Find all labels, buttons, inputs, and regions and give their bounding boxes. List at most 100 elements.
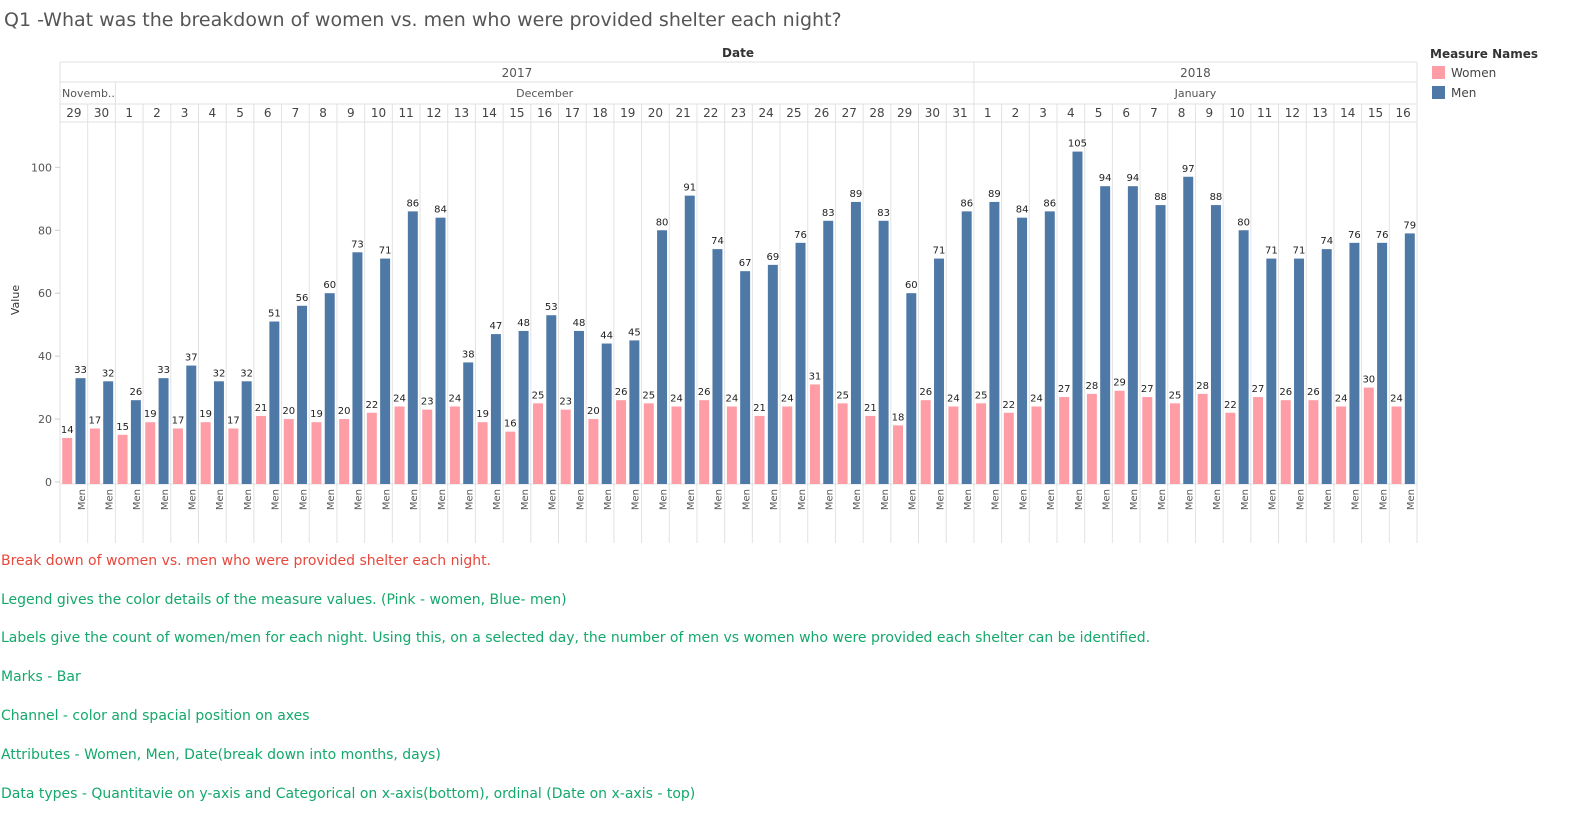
- data-label: 86: [406, 198, 419, 209]
- data-label: 97: [1182, 164, 1195, 175]
- bar-women: [1003, 412, 1014, 484]
- bar-women: [1308, 400, 1319, 484]
- day-label: 13: [454, 106, 469, 120]
- bottom-axis-label: Men: [437, 489, 448, 510]
- bar-women: [782, 406, 793, 484]
- day-label: 4: [208, 106, 216, 120]
- bar-men: [1017, 217, 1028, 484]
- bar-women: [726, 406, 737, 484]
- data-label: 32: [213, 368, 226, 379]
- bottom-axis-label: Men: [132, 489, 143, 510]
- day-label: 5: [236, 106, 244, 120]
- bottom-axis-label: Men: [188, 489, 199, 510]
- data-label: 30: [1362, 375, 1375, 386]
- bottom-axis-label: Men: [409, 489, 420, 510]
- data-label: 83: [822, 208, 835, 219]
- bar-women: [1169, 403, 1180, 484]
- bar-men: [1321, 249, 1332, 484]
- data-label: 23: [421, 397, 434, 408]
- note-line: Attributes - Women, Men, Date(break down…: [1, 747, 441, 763]
- bottom-axis-label: Men: [298, 489, 309, 510]
- data-label: 67: [739, 258, 752, 269]
- data-label: 26: [615, 387, 628, 398]
- bottom-axis-label: Men: [603, 489, 614, 510]
- data-label: 22: [1002, 400, 1015, 411]
- y-tick-label: 60: [38, 287, 52, 300]
- data-label: 83: [877, 208, 890, 219]
- bar-men: [712, 249, 723, 484]
- data-label: 74: [1320, 236, 1333, 247]
- bar-men: [961, 211, 972, 484]
- bottom-axis-label: Men: [160, 489, 171, 510]
- legend-label: Women: [1451, 66, 1496, 80]
- bar-men: [463, 362, 474, 484]
- data-label: 88: [1210, 192, 1223, 203]
- day-label: 8: [1178, 106, 1186, 120]
- data-labels: 14 17 15 19 17 19 17 21 20 19 20 22 24 23 24 19 16 25 23 20…: [61, 139, 1416, 436]
- bar-women: [283, 419, 294, 484]
- data-label: 24: [449, 393, 462, 404]
- data-label: 51: [268, 309, 281, 320]
- data-label: 24: [670, 393, 683, 404]
- note-line: Channel - color and spacial position on …: [1, 708, 310, 724]
- data-label: 24: [1390, 393, 1403, 404]
- day-label: 16: [537, 106, 552, 120]
- day-label: 6: [1122, 106, 1130, 120]
- bar-men: [407, 211, 418, 484]
- month-label: January: [1174, 87, 1217, 100]
- data-label: 25: [532, 390, 545, 401]
- bar-men: [934, 258, 944, 484]
- bottom-axis-label: Men: [243, 489, 254, 510]
- day-label: 31: [952, 106, 967, 120]
- data-label: 37: [185, 353, 198, 364]
- bar-women: [837, 403, 848, 484]
- day-label: 16: [1396, 106, 1411, 120]
- bottom-axis-label: Men: [1406, 489, 1417, 510]
- data-label: 76: [794, 230, 807, 241]
- data-label: 15: [116, 422, 129, 433]
- bar-women: [976, 403, 987, 484]
- bottom-axis-label: Men: [464, 489, 475, 510]
- bottom-axis-label: Men: [1351, 489, 1362, 510]
- bar-women: [200, 422, 211, 484]
- bar-men: [158, 378, 169, 484]
- data-label: 26: [919, 387, 932, 398]
- data-label: 60: [905, 280, 918, 291]
- bar-men: [75, 378, 86, 484]
- data-label: 73: [351, 239, 364, 250]
- bar-men: [1404, 233, 1415, 484]
- data-label: 105: [1068, 139, 1087, 150]
- bottom-axis-label: Men: [1046, 489, 1057, 510]
- data-label: 76: [1348, 230, 1361, 241]
- data-label: 24: [947, 393, 960, 404]
- bar-men: [1377, 242, 1388, 484]
- bottom-axis-label: Men: [1323, 489, 1334, 510]
- y-tick-label: 40: [38, 350, 52, 363]
- day-label: 15: [509, 106, 524, 120]
- bar-men: [767, 264, 778, 484]
- data-label: 79: [1403, 220, 1416, 231]
- day-label: 29: [66, 106, 81, 120]
- bottom-axis-label: Men: [686, 489, 697, 510]
- data-label: 24: [725, 393, 738, 404]
- day-label: 9: [1205, 106, 1213, 120]
- day-label: 21: [675, 106, 690, 120]
- bottom-axis-label: Men: [354, 489, 365, 510]
- data-label: 27: [1058, 384, 1071, 395]
- bar-women: [588, 419, 599, 484]
- data-label: 53: [545, 302, 558, 313]
- data-label: 24: [1335, 393, 1348, 404]
- data-label: 19: [199, 409, 212, 420]
- data-label: 44: [600, 331, 613, 342]
- day-label: 20: [648, 106, 663, 120]
- bottom-axis-label: Men: [1268, 489, 1279, 510]
- day-label: 12: [426, 106, 441, 120]
- data-label: 25: [836, 390, 849, 401]
- bar-women: [394, 406, 405, 484]
- bottom-axis-label: Men: [797, 489, 808, 510]
- bar-men: [103, 381, 114, 484]
- day-label: 2: [1012, 106, 1020, 120]
- data-label: 71: [1265, 246, 1278, 257]
- note-line: Legend gives the color details of the me…: [1, 592, 567, 608]
- day-label: 13: [1312, 106, 1327, 120]
